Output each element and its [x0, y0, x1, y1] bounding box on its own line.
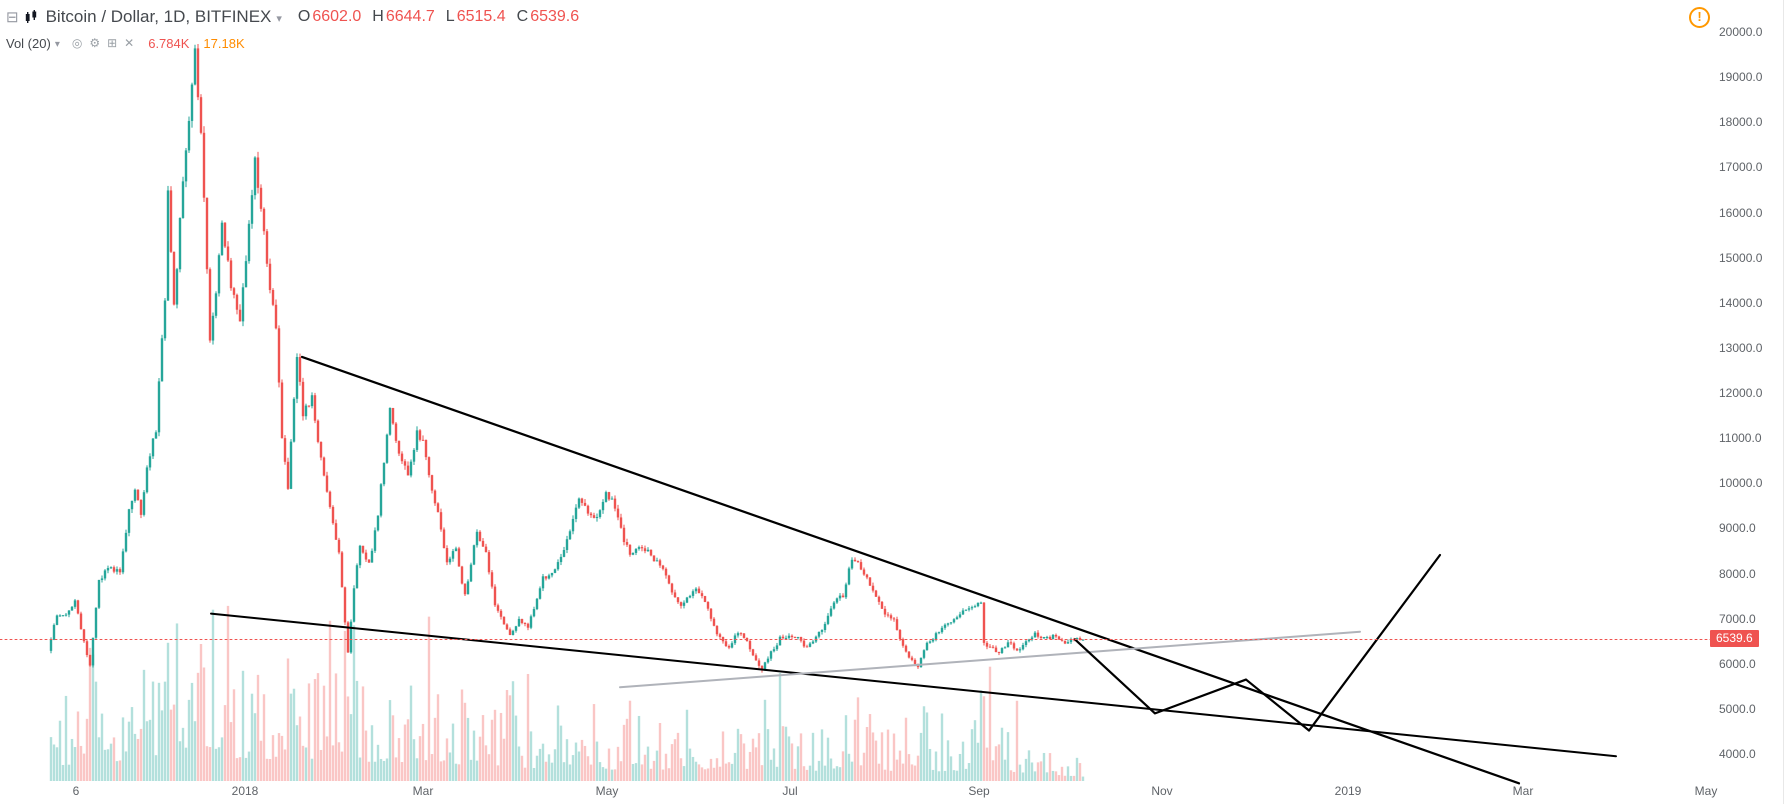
time-axis-label: Mar [412, 784, 434, 798]
price-axis-label: 10000.0 [1719, 476, 1763, 491]
time-axis-label: Jul [782, 784, 798, 798]
ohlc-values: O 6602.0 H 6644.7 L 6515.4 C 6539.6 [298, 8, 579, 26]
indicator-caret[interactable]: ▾ [54, 38, 60, 50]
time-axis[interactable]: 6 2018 Mar May Jul Sep Nov 2019 Mar May [0, 777, 1784, 804]
symbol-legend-row: ⊟ Bitcoin / Dollar, 1D, BITFINEX ▾ O 6602… [6, 6, 579, 28]
time-axis-label: 2018 [231, 784, 259, 798]
price-axis-label: 20000.0 [1719, 25, 1763, 39]
collapse-legend-icon[interactable]: ⊟ [6, 8, 19, 26]
price-axis-label: 19000.0 [1719, 70, 1763, 85]
close-icon[interactable]: ✕ [124, 36, 135, 50]
indicator-values: 6.784K 17.18K [148, 36, 244, 51]
series-icon [25, 10, 39, 24]
ohlc-pair: C 6539.6 [517, 8, 580, 26]
time-axis-label: 2019 [1334, 784, 1362, 798]
symbol-dropdown-caret[interactable]: ▾ [276, 13, 282, 25]
time-axis-label: May [595, 784, 619, 798]
price-axis-label: 5000.0 [1719, 701, 1756, 716]
ohlc-value: 6539.6 [530, 8, 580, 25]
indicator-controls: ◎ ⚙ ⊞ ✕ [72, 36, 134, 50]
ohlc-value: 6515.4 [456, 8, 506, 25]
price-axis-label: 8000.0 [1719, 566, 1756, 581]
time-axis-label: May [1694, 784, 1718, 798]
price-axis-label: 12000.0 [1719, 386, 1763, 400]
price-axis-label: 11000.0 [1719, 431, 1762, 446]
price-axis-label: 13000.0 [1719, 340, 1763, 355]
gear-icon[interactable]: ⚙ [89, 36, 101, 50]
indicator-label[interactable]: Vol (20) [6, 35, 51, 51]
volume-legend-row: Vol (20) ▾ ◎ ⚙ ⊞ ✕ 6.784K 17.18K [6, 34, 579, 52]
chart-legend: ⊟ Bitcoin / Dollar, 1D, BITFINEX ▾ O 6602… [6, 6, 579, 52]
current-price-label: 6539.6 [1710, 630, 1759, 648]
price-axis-label: 16000.0 [1719, 205, 1763, 220]
time-axis-label: Sep [968, 784, 990, 798]
ohlc-letter: L [445, 8, 455, 25]
price-axis-label: 6000.0 [1719, 656, 1756, 671]
ohlc-pair: H 6644.7 [372, 8, 435, 26]
price-axis-label: 18000.0 [1719, 115, 1763, 130]
indicator-value: 17.18K [203, 35, 245, 51]
ohlc-letter: H [372, 8, 384, 25]
time-axis-label: 6 [72, 784, 80, 798]
price-axis-label: 7000.0 [1719, 611, 1756, 626]
price-axis-label: 15000.0 [1719, 250, 1763, 265]
time-axis-label: Nov [1151, 784, 1173, 798]
ohlc-pair: L 6515.4 [446, 8, 506, 26]
symbol-title[interactable]: Bitcoin / Dollar, 1D, BITFINEX [45, 7, 272, 26]
data-warning-icon[interactable]: ! [1689, 7, 1710, 28]
ohlc-letter: C [516, 8, 529, 25]
price-axis-label: 14000.0 [1719, 295, 1763, 310]
ohlc-value: 6644.7 [385, 8, 435, 25]
price-axis[interactable]: 6539.6 20000.0 19000.0 18000.0 17000.0 16000… [1710, 0, 1784, 804]
ohlc-letter: O [297, 8, 311, 25]
price-axis-label: 4000.0 [1719, 747, 1756, 761]
visibility-icon[interactable]: ◎ [71, 36, 83, 50]
time-axis-label: Mar [1512, 784, 1534, 798]
ohlc-value: 6602.0 [312, 8, 362, 25]
price-axis-label: 9000.0 [1719, 521, 1756, 536]
price-axis-label: 17000.0 [1719, 160, 1763, 175]
add-box-icon[interactable]: ⊞ [107, 36, 118, 50]
ohlc-pair: O 6602.0 [298, 8, 361, 26]
indicator-value: 6.784K [148, 35, 190, 51]
